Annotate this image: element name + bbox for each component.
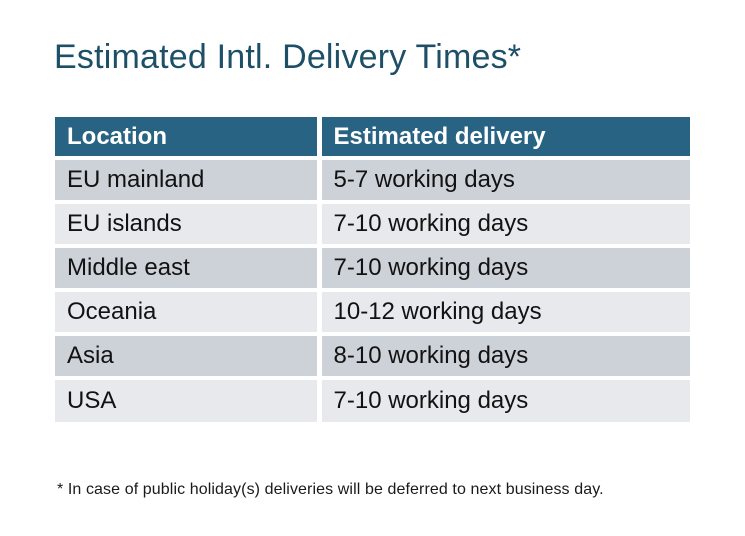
table-row: Middle east 7-10 working days [55,246,690,292]
table-row: EU mainland 5-7 working days [55,158,690,204]
footnote: * In case of public holiday(s) deliverie… [57,481,604,498]
delivery-cell: 8-10 working days [319,334,690,380]
delivery-cell: 7-10 working days [319,378,690,422]
table-row: EU islands 7-10 working days [55,202,690,248]
delivery-cell: 5-7 working days [319,158,690,204]
delivery-cell: 7-10 working days [319,202,690,248]
location-cell: Oceania [55,290,322,336]
column-header-location: Location [55,117,322,160]
delivery-cell: 10-12 working days [319,290,690,336]
delivery-times-table: Location Estimated delivery EU mainland … [55,117,690,422]
delivery-cell: 7-10 working days [319,246,690,292]
location-cell: Middle east [55,246,322,292]
table-body: EU mainland 5-7 working days EU islands … [55,158,690,422]
location-cell: USA [55,378,322,422]
page-title: Estimated Intl. Delivery Times* [54,38,522,76]
location-cell: EU mainland [55,158,322,204]
table-header-row: Location Estimated delivery [55,117,690,160]
table-row: Asia 8-10 working days [55,334,690,380]
column-header-delivery: Estimated delivery [319,117,690,160]
table-row: Oceania 10-12 working days [55,290,690,336]
location-cell: Asia [55,334,322,380]
location-cell: EU islands [55,202,322,248]
table-row: USA 7-10 working days [55,378,690,422]
